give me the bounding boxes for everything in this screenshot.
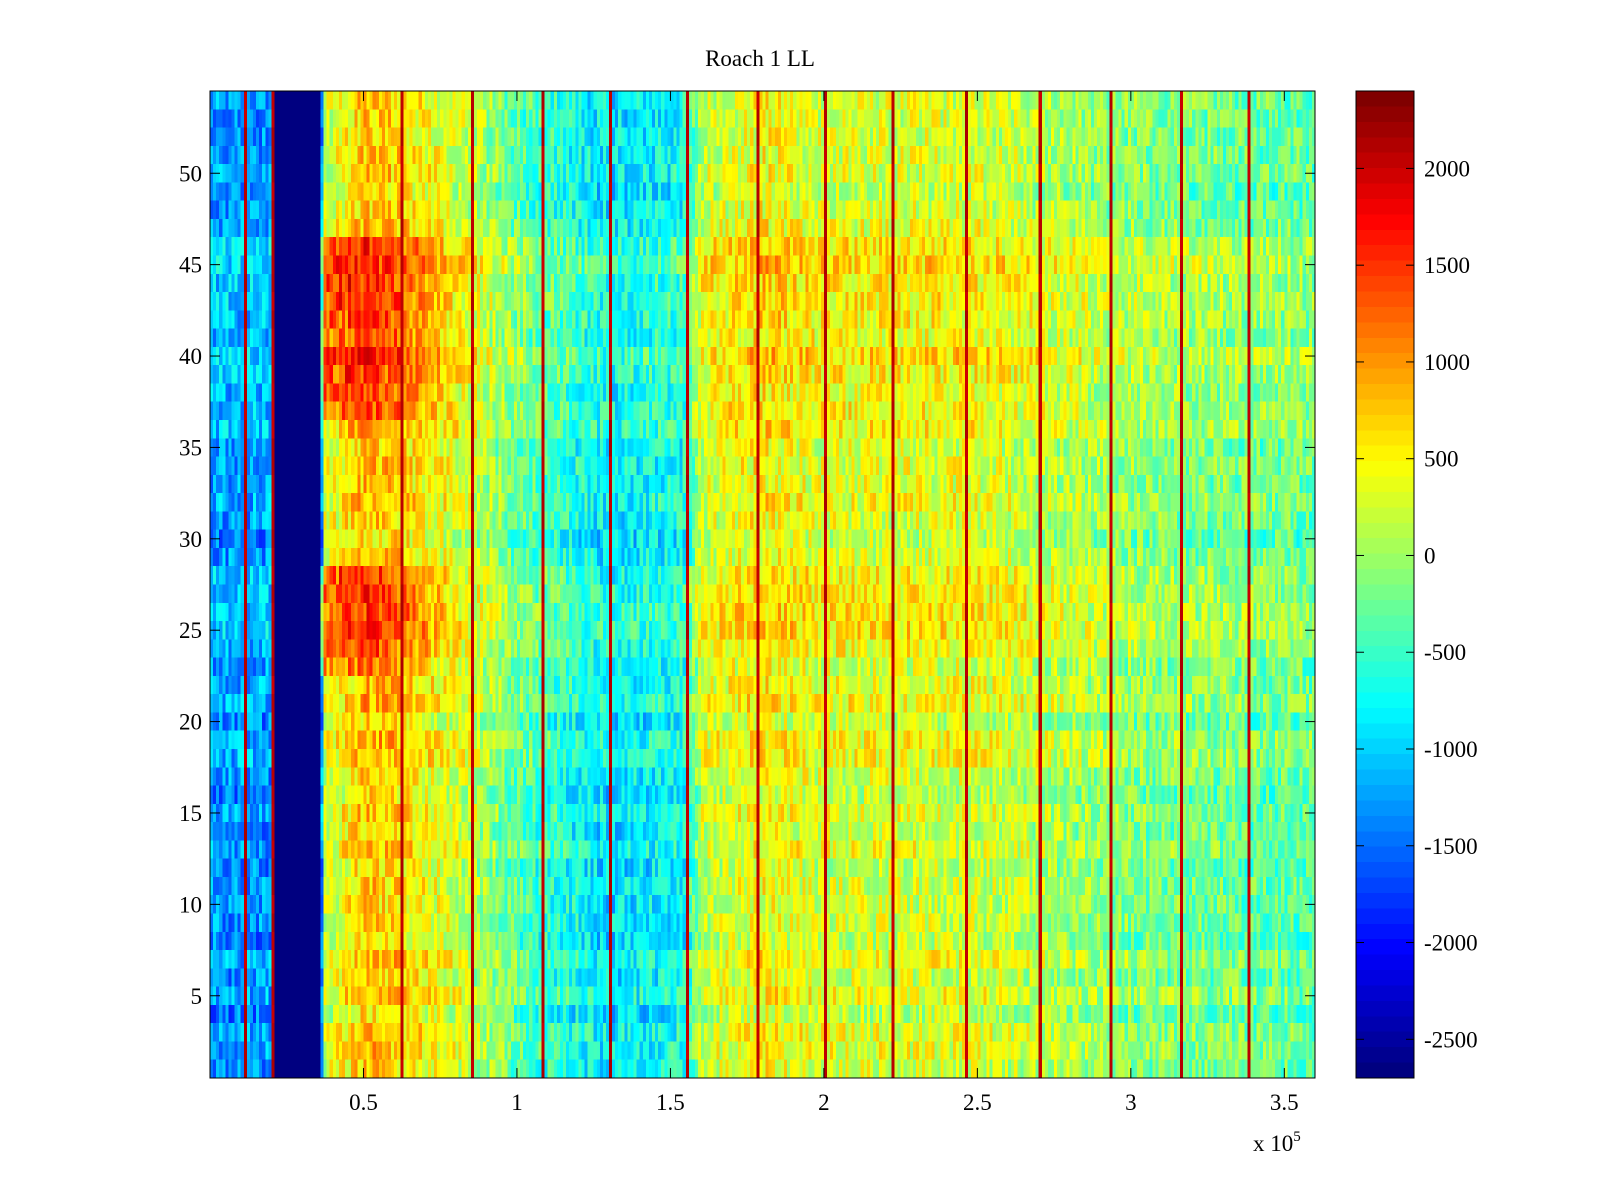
colorbar-axis: 2000 1500 1000 500 0 -500 -1000 -1500 -2000 -2500: [1356, 156, 1478, 1052]
y-tick-label: 45: [179, 253, 202, 278]
x-multiplier-exponent: 5: [1293, 1129, 1301, 1145]
y-tick-label: 25: [179, 618, 202, 643]
colorbar-tick-label: 500: [1424, 447, 1459, 472]
colorbar-tick-label: -2000: [1424, 931, 1478, 956]
x-axis: 0.5 1 1.5 2 2.5 3 3.5: [349, 91, 1299, 1115]
heatmap-cells: [210, 91, 1315, 1078]
colorbar-gradient: [1356, 91, 1414, 1078]
x-tick-label: 0.5: [349, 1090, 378, 1115]
y-tick-label: 15: [179, 801, 202, 826]
x-tick-label: 1: [511, 1090, 523, 1115]
y-tick-label: 30: [179, 527, 202, 552]
y-tick-label: 20: [179, 710, 202, 735]
y-tick-label: 10: [179, 892, 202, 917]
x-tick-label: 2.5: [963, 1090, 992, 1115]
x-multiplier: x 105: [1253, 1129, 1301, 1156]
colorbar-tick-label: -1000: [1424, 737, 1478, 762]
chart-title: Roach 1 LL: [705, 46, 815, 71]
colorbar-tick-label: 0: [1424, 543, 1436, 568]
x-multiplier-base: x 10: [1253, 1131, 1293, 1156]
colorbar-tick-label: 2000: [1424, 156, 1470, 181]
colorbar-tick-label: 1000: [1424, 350, 1470, 375]
colorbar-tick-label: -500: [1424, 640, 1466, 665]
plot-frame: [209, 90, 1316, 1079]
y-tick-label: 40: [179, 344, 202, 369]
x-tick-label: 2: [818, 1090, 830, 1115]
x-tick-label: 3: [1125, 1090, 1137, 1115]
y-tick-label: 35: [179, 435, 202, 460]
colorbar-tick-label: 1500: [1424, 253, 1470, 278]
x-tick-label: 3.5: [1270, 1090, 1299, 1115]
colorbar-tick-label: -2500: [1424, 1027, 1478, 1052]
x-tick-label: 1.5: [656, 1090, 685, 1115]
y-axis: 5 10 15 20 25 30 35 40 45 50: [179, 161, 1315, 1009]
colorbar-tick-label: -1500: [1424, 834, 1478, 859]
colorbar-frame: [1355, 90, 1415, 1079]
y-tick-label: 5: [191, 984, 203, 1009]
y-tick-label: 50: [179, 161, 202, 186]
